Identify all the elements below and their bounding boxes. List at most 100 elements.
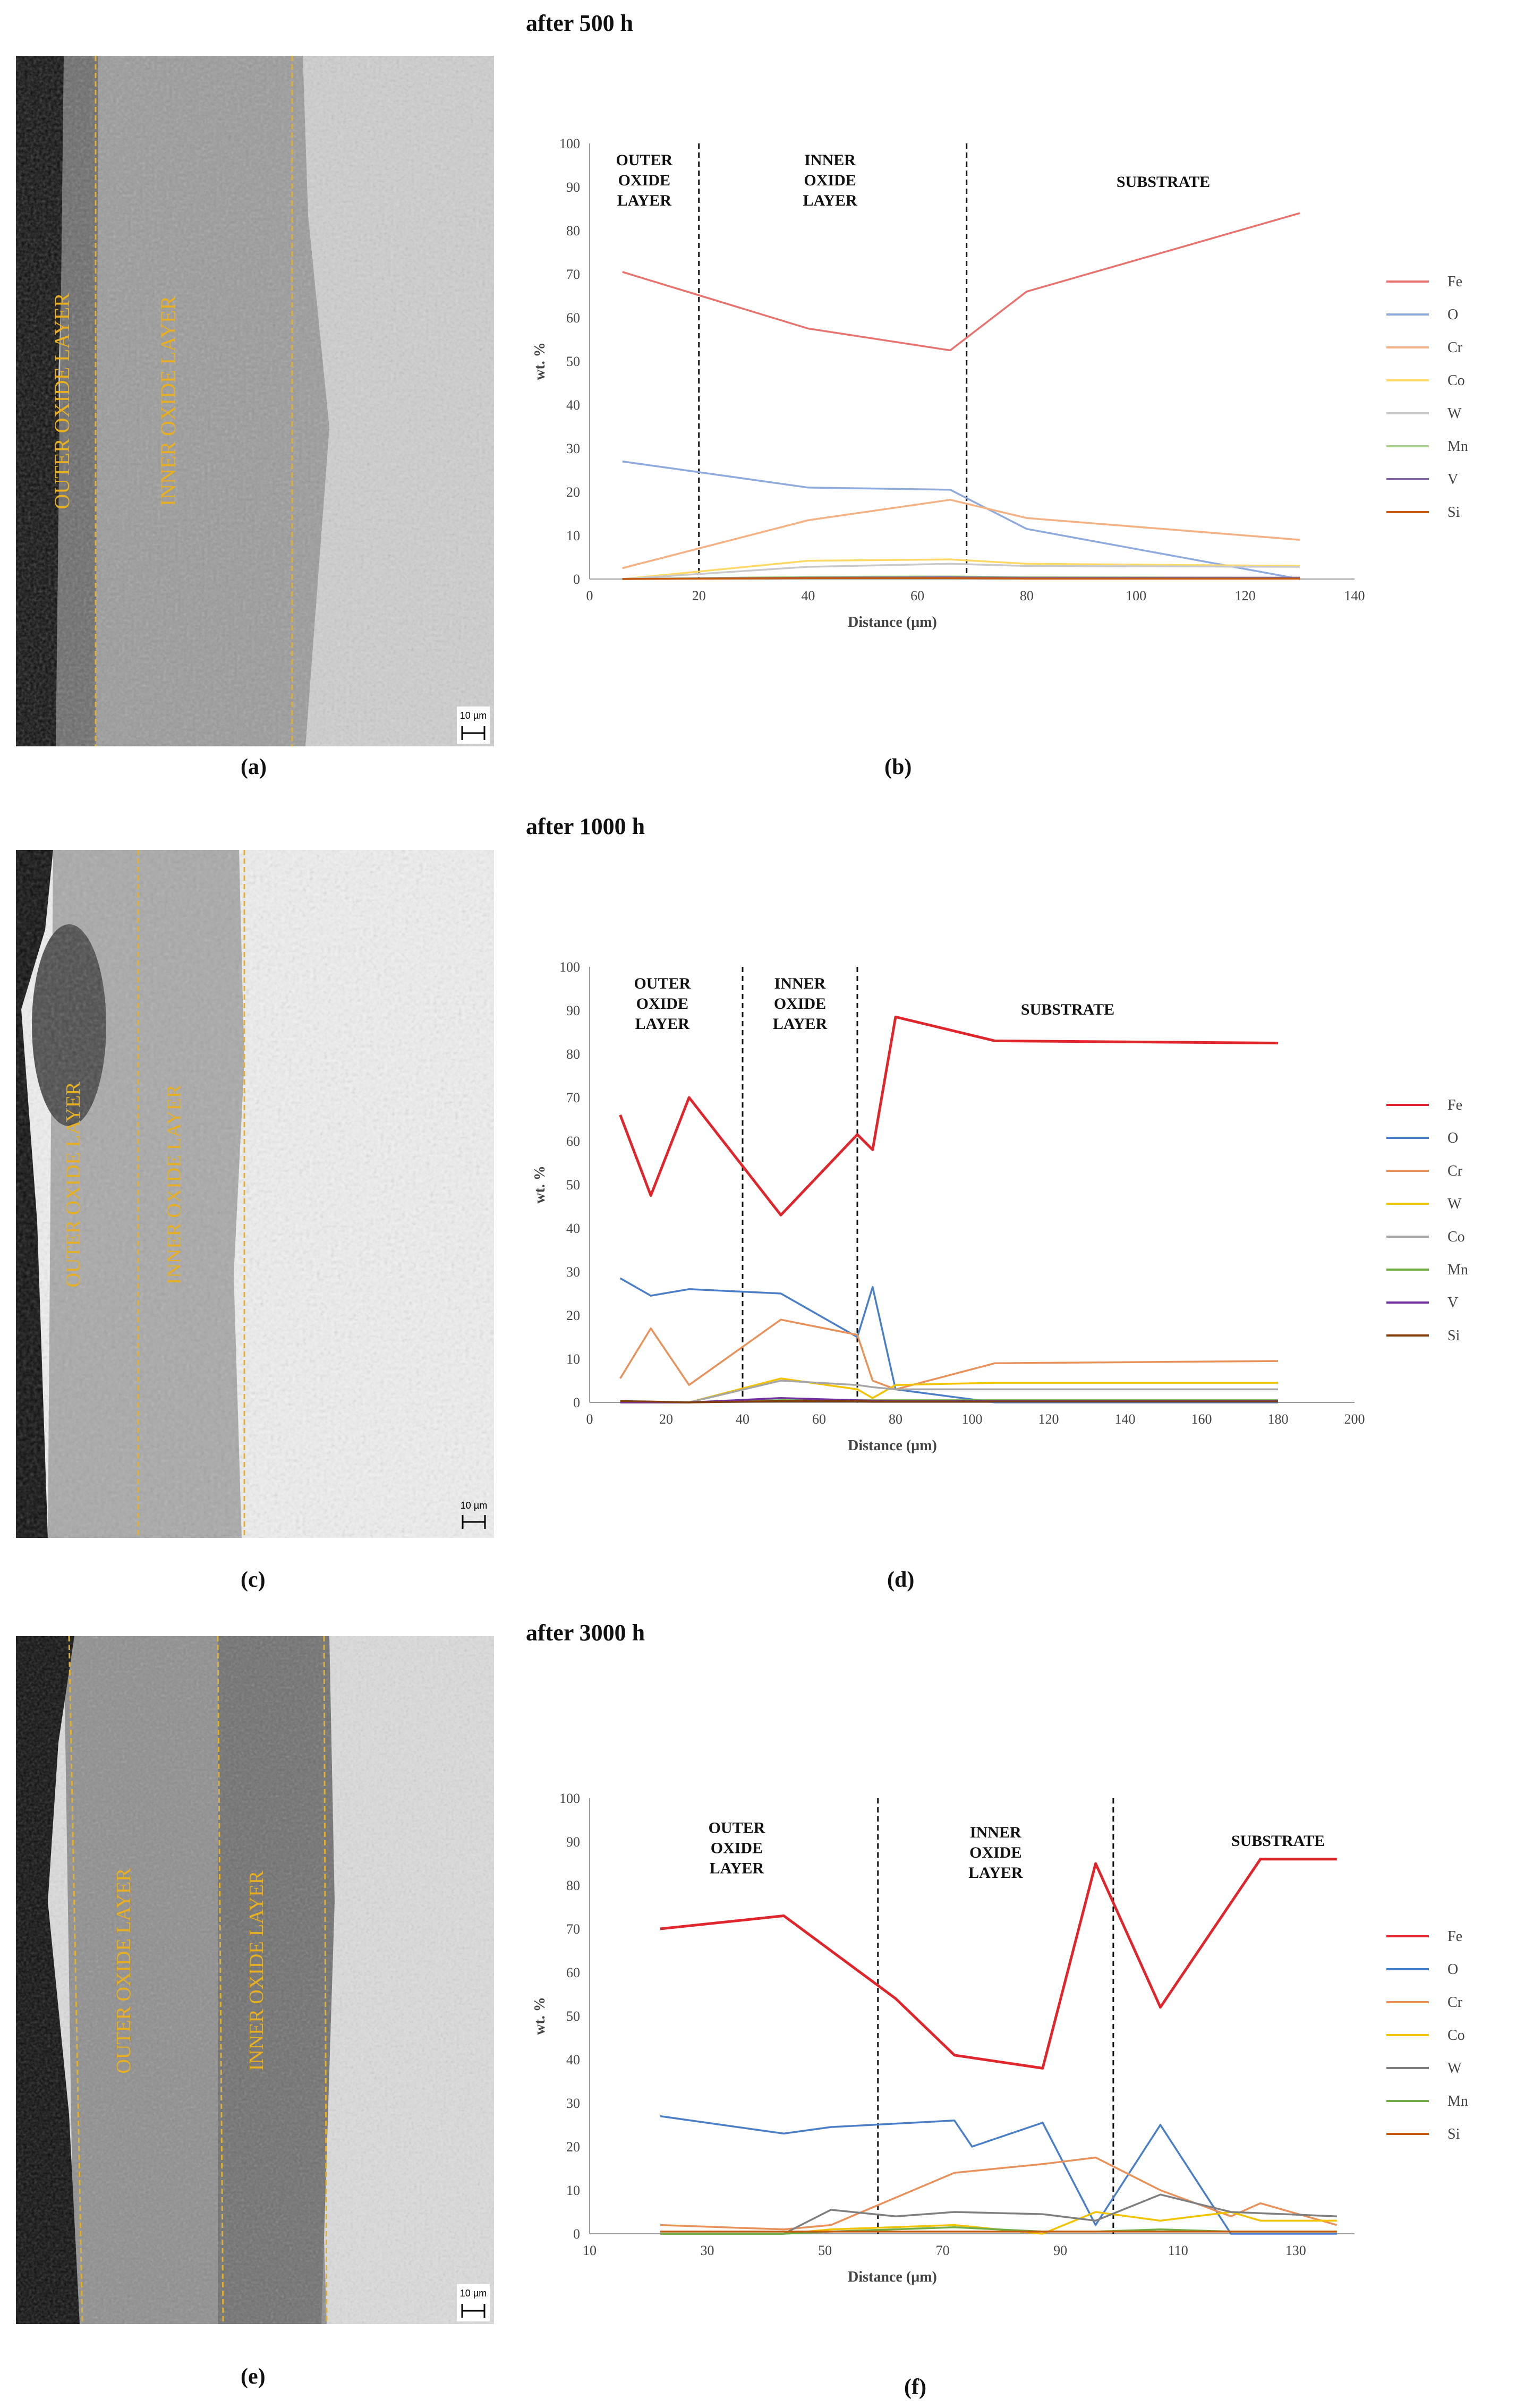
series-line-co [622,558,1300,580]
region-label: OUTER [709,1819,765,1837]
legend-label-w: W [1447,2060,1462,2077]
micrograph-c: OUTER OXIDE LAYER INNER OXIDE LAYER 10 µ… [16,850,494,1538]
series-line-cr [622,499,1300,569]
legend-label-fe: Fe [1447,1097,1462,1113]
series-line-si [620,1400,1278,1403]
series-line-o [660,2115,1337,2235]
scale-bar-label-c: 10 µm [461,1500,487,1511]
region-label: OXIDE [711,1840,763,1857]
x-tick-label: 60 [910,588,924,603]
y-tick-label: 80 [566,223,580,239]
x-tick-label: 10 [583,2243,597,2258]
region-label: OUTER [616,151,673,169]
x-tick-label: 50 [818,2243,832,2258]
y-tick-label: 0 [573,572,580,587]
x-tick-label: 120 [1038,1411,1059,1427]
x-axis-label: Distance (µm) [848,1437,937,1454]
y-tick-label: 20 [566,1308,580,1323]
legend-label-mn: Mn [1447,2093,1468,2109]
scale-bar-label-a: 10 µm [460,710,487,721]
legend-label-si: Si [1447,1328,1460,1344]
region-label: OXIDE [804,172,856,189]
region-label: LAYER [710,1860,764,1877]
legend-label-co: Co [1447,372,1465,389]
region-label: OXIDE [618,172,670,189]
y-tick-label: 30 [566,441,580,456]
x-tick-label: 100 [962,1411,983,1427]
inner-layer-label-e: INNER OXIDE LAYER [245,1870,268,2071]
y-tick-label: 70 [566,1921,580,1937]
y-tick-label: 20 [566,2139,580,2155]
inner-layer-label-c: INNER OXIDE LAYER [163,1084,185,1284]
inner-layer-label-a: INNER OXIDE LAYER [156,296,180,507]
y-tick-label: 40 [566,1221,580,1236]
x-tick-label: 140 [1344,588,1365,603]
y-tick-label: 0 [573,1395,580,1410]
legend-label-o: O [1447,1130,1458,1146]
outer-layer-label-c: OUTER OXIDE LAYER [62,1082,84,1288]
y-tick-label: 100 [559,1791,580,1806]
micrograph-a: OUTER OXIDE LAYER INNER OXIDE LAYER 10 µ… [16,56,494,746]
legend-label-mn: Mn [1447,1262,1468,1278]
legend-label-si: Si [1447,504,1460,521]
y-tick-label: 40 [566,2052,580,2067]
region-label: INNER [804,151,856,169]
y-tick-label: 30 [566,2096,580,2111]
series-line-w [620,1377,1278,1403]
x-tick-label: 110 [1168,2243,1188,2258]
panel-label-c: (c) [241,1568,266,1592]
legend-label-cr: Cr [1447,1163,1463,1179]
x-tick-label: 20 [692,588,706,603]
panel-label-d: (d) [887,1568,915,1592]
chart-f: 0 10 20 30 40 50 60 70 80 90 100 10 30 50 70 90 110 130 Di… [510,1777,1519,2324]
y-tick-label: 40 [566,397,580,413]
y-axis-label: wt. % [532,1997,548,2035]
x-tick-label: 130 [1285,2243,1306,2258]
y-tick-label: 80 [566,1878,580,1893]
region-label: INNER [970,1824,1021,1841]
x-tick-label: 180 [1268,1411,1289,1427]
region-label: OXIDE [636,995,688,1012]
y-tick-label: 20 [566,484,580,500]
x-tick-label: 160 [1191,1411,1212,1427]
region-label: SUBSTRATE [1117,173,1210,191]
y-tick-label: 60 [566,1965,580,1980]
series-line-fe [622,212,1300,352]
scale-bar-c [462,1515,486,1529]
legend-label-si: Si [1447,2126,1460,2142]
y-tick-label: 10 [566,2183,580,2198]
region-label: OXIDE [969,1844,1021,1861]
y-tick-label: 0 [573,2226,580,2242]
y-tick-label: 50 [566,354,580,369]
y-tick-label: 60 [566,310,580,326]
region-label: LAYER [968,1864,1023,1882]
series-line-w [622,563,1300,580]
x-tick-label: 70 [936,2243,950,2258]
panel-label-b: (b) [884,755,912,779]
legend-label-fe: Fe [1447,1928,1462,1945]
region-label: SUBSTRATE [1231,1832,1325,1850]
outer-layer-label-e: OUTER OXIDE LAYER [113,1868,135,2074]
region-label: LAYER [635,1015,690,1033]
series-line-o [622,460,1300,580]
x-tick-label: 30 [701,2243,714,2258]
y-axis-label: wt. % [532,1165,548,1204]
x-tick-label: 40 [736,1411,750,1427]
scale-bar-a [461,726,486,740]
legend-label-w: W [1447,405,1462,422]
y-tick-label: 100 [559,136,580,151]
heading-3000h: after 3000 h [526,1620,645,1646]
region-label: LAYER [773,1015,828,1033]
x-tick-label: 60 [812,1411,826,1427]
x-axis-label: Distance (µm) [848,2269,937,2285]
region-label: INNER [774,975,826,992]
x-axis-label: Distance (µm) [848,614,937,631]
chart-b: 0 10 20 30 40 50 60 70 80 90 100 0 20 40 60 80 100 120 140… [510,122,1519,669]
series-line-cr [660,2156,1338,2231]
y-tick-label: 10 [566,528,580,543]
y-tick-label: 80 [566,1046,580,1062]
scale-bar-label-e: 10 µm [460,2288,487,2299]
legend-label-co: Co [1447,1229,1465,1245]
panel-label-f: (f) [904,2375,926,2400]
legend-label-co: Co [1447,2027,1465,2044]
